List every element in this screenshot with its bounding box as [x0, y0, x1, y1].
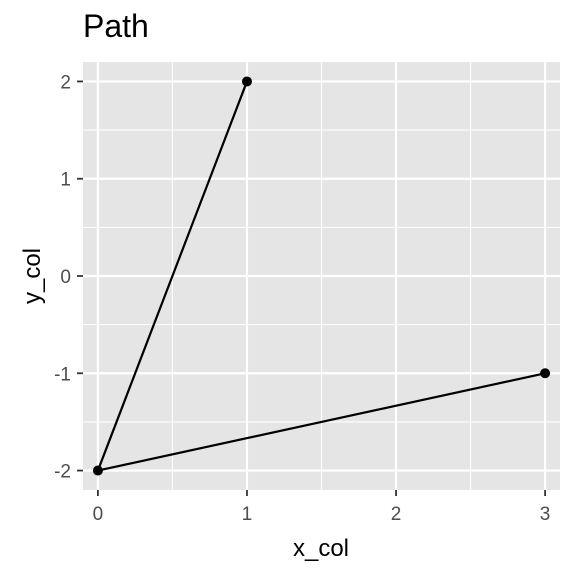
- data-point: [92, 465, 103, 476]
- y-tick-label: 2: [60, 72, 71, 93]
- data-point: [540, 368, 551, 379]
- y-axis-title: y_col: [19, 248, 46, 304]
- axes: 0 1 2 3 2 1 0 -1 -2: [54, 72, 550, 525]
- y-tick-label: -1: [54, 364, 71, 385]
- y-tick-label: 0: [60, 267, 71, 288]
- series: [92, 76, 551, 476]
- x-tick-label: 3: [540, 504, 551, 525]
- y-tick-label: 1: [60, 170, 71, 191]
- x-axis-title: x_col: [293, 535, 349, 562]
- data-point: [241, 76, 252, 87]
- chart-title: Path: [83, 8, 149, 44]
- x-tick-label: 1: [242, 504, 253, 525]
- y-tick-label: -2: [54, 462, 71, 483]
- grid-major: [83, 62, 560, 490]
- x-tick-label: 2: [391, 504, 402, 525]
- x-tick-label: 0: [93, 504, 104, 525]
